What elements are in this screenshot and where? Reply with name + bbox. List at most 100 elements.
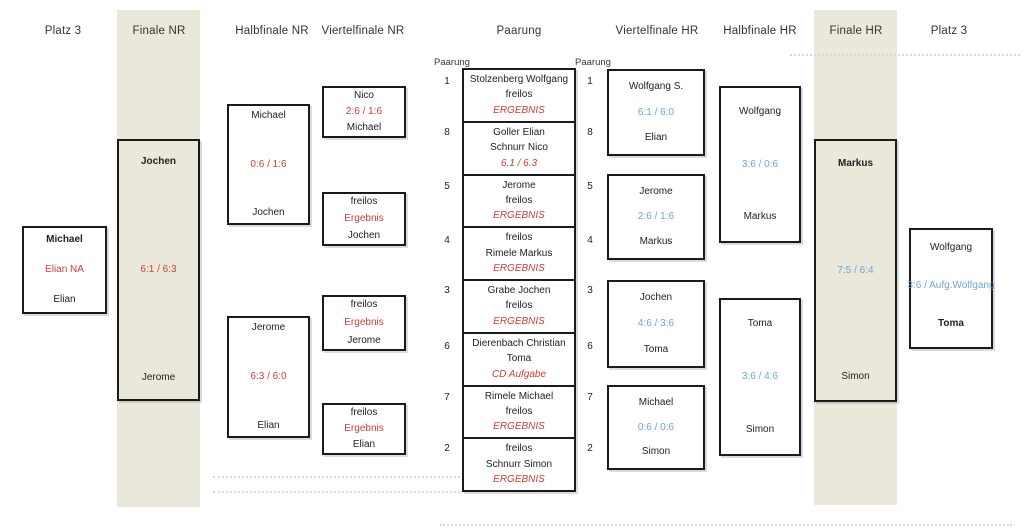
header-platz3-nr: Platz 3 <box>44 25 82 37</box>
match-viertelfinale-hr-4: Michael 0:6 / 0:6 Simon <box>607 385 705 470</box>
player-bottom: Elian <box>257 420 280 431</box>
player-bottom: Jerome <box>141 372 176 383</box>
pairing-player-1: Goller Elian <box>493 126 545 138</box>
pairing-number: 8 <box>587 127 593 138</box>
header-platz3-hr: Platz 3 <box>930 25 968 37</box>
header-finale-hr: Finale HR <box>829 25 883 37</box>
match-score: 6:1 / 6:3 <box>140 264 177 275</box>
player-top: Michael <box>638 397 674 408</box>
header-viertelfinale-hr: Viertelfinale HR <box>615 25 699 37</box>
player-bottom: Michael <box>346 122 382 133</box>
match-score: 3:6 / 0:6 <box>741 158 779 170</box>
match-score: 7:5 / 6:4 <box>837 264 874 276</box>
pairing-number: 3 <box>587 285 593 296</box>
match-halbfinale-nr-2: Jerome 6:3 / 6:0 Elian <box>227 316 310 438</box>
match-platz3-nr: Michael Elian NA Elian <box>22 226 107 314</box>
pairing-number: 6 <box>587 341 593 352</box>
player-bottom: Jerome <box>347 335 381 346</box>
pairing-player-1: Grabe Jochen <box>487 285 551 296</box>
match-halbfinale-hr-1: Wolfgang 3:6 / 0:6 Markus <box>719 86 801 243</box>
pairing-player-1: Dierenbach Christian <box>472 337 566 349</box>
page-break-dots <box>790 54 1020 56</box>
header-viertelfinale-nr: Viertelfinale NR <box>321 25 405 37</box>
pairing-player-1: Jerome <box>502 179 536 191</box>
match-finale-nr: Jochen 6:1 / 6:3 Jerome <box>117 139 200 401</box>
match-score: 6:3 / 6:0 <box>250 371 287 382</box>
player-top: Michael <box>46 234 83 245</box>
page-break-dots <box>213 476 460 478</box>
match-viertelfinale-nr-4: freilos Ergebnis Elian <box>322 403 406 455</box>
pairing-number: 7 <box>587 392 593 403</box>
pairing-player-2: Schnurr Nico <box>490 142 548 154</box>
pairing-number: 3 <box>444 285 450 296</box>
pairing-player-2: Toma <box>506 353 532 365</box>
match-score: 4:6 / 3:6 <box>637 318 675 329</box>
pairing-player-1: freilos <box>505 232 533 244</box>
match-score: Ergebnis <box>344 423 384 434</box>
match-viertelfinale-nr-3: freilos Ergebnis Jerome <box>322 295 406 351</box>
pairing-number: 6 <box>444 341 450 352</box>
pairing-number: 1 <box>444 76 450 87</box>
match-score: 0:6 / 1:6 <box>250 158 287 170</box>
pairing-row: Dierenbach Christian Toma CD Aufgabe <box>464 331 574 385</box>
pairing-row: freilos Rimele Markus ERGEBNIS <box>464 226 574 279</box>
player-bottom: Markus <box>639 236 673 247</box>
header-halbfinale-hr: Halbfinale HR <box>723 25 797 37</box>
match-viertelfinale-nr-2: freilos Ergebnis Jochen <box>322 192 406 246</box>
pairing-player-2: freilos <box>505 405 533 417</box>
player-top: Michael <box>251 110 286 121</box>
player-top: freilos <box>350 196 378 207</box>
player-bottom: Simon <box>841 371 870 382</box>
pairing-player-2: freilos <box>505 89 533 101</box>
player-bottom: Jochen <box>252 207 285 218</box>
pairing-result: ERGEBNIS <box>493 210 545 222</box>
pairing-number: 4 <box>444 235 450 246</box>
pairing-player-1: freilos <box>505 443 533 455</box>
paarung-label-hr: Paarung <box>575 57 611 68</box>
player-bottom: Jochen <box>347 230 381 241</box>
player-top: Wolfgang S. <box>628 81 684 92</box>
pairing-player-2: Schnurr Simon <box>485 458 553 470</box>
player-top: Nico <box>353 90 374 101</box>
paarung-label-nr: Paarung <box>434 57 470 68</box>
pairing-row: Jerome freilos ERGEBNIS <box>464 173 574 227</box>
player-top: Jochen <box>639 292 673 303</box>
match-halbfinale-nr-1: Michael 0:6 / 1:6 Jochen <box>227 104 310 225</box>
header-finale-nr: Finale NR <box>132 25 186 37</box>
pairing-number: 5 <box>444 181 450 192</box>
pairing-row: Stolzenberg Wolfgang freilos ERGEBNIS <box>464 70 574 121</box>
pairing-result: ERGEBNIS <box>493 263 545 274</box>
pairing-player-1: Stolzenberg Wolfgang <box>469 74 569 85</box>
match-score: 3:6 / 4:6 <box>741 371 779 382</box>
player-bottom: Toma <box>643 344 669 355</box>
player-bottom: Simon <box>641 446 671 457</box>
pairing-player-2: freilos <box>505 300 533 312</box>
player-bottom: Elian <box>644 132 668 143</box>
match-viertelfinale-hr-2: Jerome 2:6 / 1:6 Markus <box>607 174 705 260</box>
pairing-result: ERGEBNIS <box>493 104 545 116</box>
player-top: Toma <box>747 318 773 329</box>
pairing-number: 2 <box>444 443 450 454</box>
match-viertelfinale-hr-1: Wolfgang S. 6:1 / 6:0 Elian <box>607 69 705 156</box>
pairing-row: Goller Elian Schnurr Nico 6.1 / 6.3 <box>464 120 574 174</box>
match-score: Ergebnis <box>344 317 384 328</box>
player-top: Jerome <box>639 186 673 197</box>
page-break-dots <box>213 491 460 493</box>
pairing-player-1: Rimele Michael <box>484 390 554 402</box>
match-viertelfinale-nr-1: Nico 2:6 / 1:6 Michael <box>322 86 406 138</box>
player-bottom: Elian <box>53 294 76 305</box>
match-score: 2:6 / 1:6 <box>345 106 383 117</box>
pairing-number: 7 <box>444 392 450 403</box>
match-halbfinale-hr-2: Toma 3:6 / 4:6 Simon <box>719 298 801 456</box>
player-bottom: Simon <box>745 424 775 435</box>
match-platz3-hr: Wolfgang 3:6 / Aufg.Wolfgang Toma <box>907 228 995 349</box>
pairing-number: 2 <box>587 443 593 454</box>
pairing-result: ERGEBNIS <box>493 474 545 485</box>
pairing-result: ERGEBNIS <box>493 421 545 433</box>
match-score: 3:6 / Aufg.Wolfgang <box>907 280 995 291</box>
pairing-number: 4 <box>587 235 593 246</box>
player-bottom: Markus <box>743 211 777 222</box>
player-top: freilos <box>350 407 378 418</box>
pairing-row: freilos Schnurr Simon ERGEBNIS <box>464 437 574 490</box>
